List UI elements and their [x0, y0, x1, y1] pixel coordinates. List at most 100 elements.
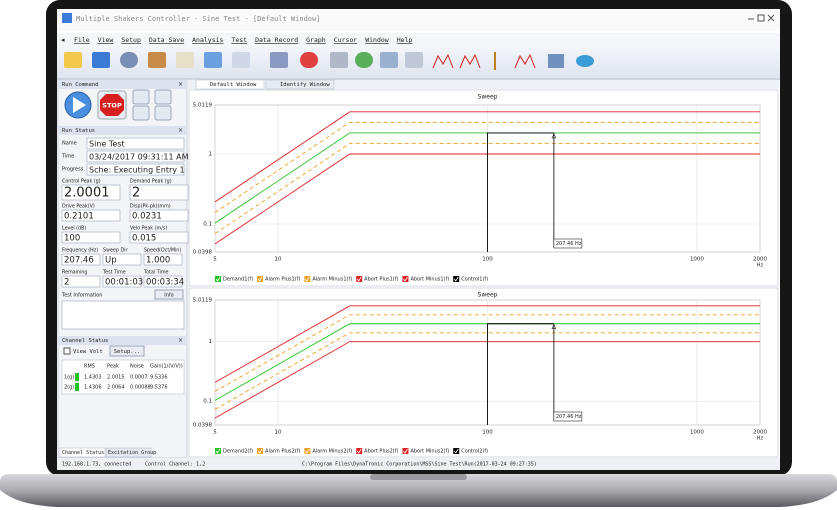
panel-title: Run Command [62, 82, 98, 88]
field-label: Speed(Oct/Min) [144, 248, 181, 254]
view-volt-box[interactable] [63, 347, 71, 355]
value: 2.0001 [64, 186, 110, 201]
channel-name: 2(g) [64, 385, 74, 391]
y-tick-label: 5.0119 [193, 298, 213, 304]
menu-item[interactable]: Analysis [192, 36, 223, 44]
legend-check [356, 448, 362, 454]
stop-label: STOP [102, 102, 122, 110]
legend-label: Alarm Plus1(f) [265, 277, 300, 283]
menu-item[interactable]: View [98, 36, 114, 44]
setup-label: Setup... [114, 349, 141, 355]
menu-item[interactable]: Data Save [149, 36, 184, 44]
value-box [102, 253, 142, 266]
cursor-label: 207.46 Hz [556, 241, 582, 247]
menu-item[interactable]: Graph [306, 36, 326, 44]
value-box [61, 184, 121, 201]
window-controls[interactable] [748, 14, 775, 22]
panel-header [58, 80, 187, 89]
field-label: Sweep Dir [103, 248, 127, 254]
legend-swatch[interactable] [304, 276, 311, 282]
legend-swatch[interactable] [402, 276, 409, 282]
field-label: Demand Peak (g) [130, 179, 172, 185]
panel-header [58, 126, 187, 135]
stop-sign [100, 94, 124, 116]
legend-swatch[interactable] [402, 448, 409, 454]
menu-item[interactable]: Setup [121, 36, 141, 44]
bottom-tab[interactable] [105, 447, 152, 458]
legend-swatch[interactable] [356, 276, 363, 282]
command-button[interactable] [132, 89, 150, 105]
menu-item[interactable]: Window [365, 36, 389, 44]
series-line [214, 153, 760, 245]
series-line [214, 305, 760, 383]
toolbar-icons[interactable] [64, 52, 594, 70]
value-box [129, 231, 189, 244]
command-button[interactable] [154, 105, 172, 121]
menu-item[interactable]: Help [397, 36, 413, 44]
channel-value: 2.0064 [107, 385, 125, 391]
value: 2 [64, 278, 69, 288]
legend-swatch[interactable] [257, 448, 264, 454]
legend-label: Alarm Minus2(f) [312, 449, 352, 455]
window-tab-label: Identify Window [280, 82, 330, 88]
legend-label: Abort Minus1(f) [410, 277, 449, 283]
y-tick-label: 1 [209, 151, 213, 157]
legend-label: Alarm Plus2(f) [265, 449, 300, 455]
value: 1.000 [146, 256, 170, 266]
plot-title: Sweep [478, 292, 498, 299]
value: 0.015 [132, 234, 156, 244]
legend-swatch[interactable] [257, 276, 264, 282]
legend-swatch[interactable] [215, 276, 221, 282]
channel-value: 1.4306 [84, 385, 102, 391]
value-box [129, 209, 189, 222]
x-tick-label: 5 [213, 257, 217, 263]
bottom-tab[interactable] [59, 447, 106, 458]
window-tab[interactable] [195, 79, 265, 90]
menu-item[interactable]: Cursor [334, 36, 358, 44]
legend-swatch[interactable] [453, 448, 460, 454]
window-tab[interactable] [265, 79, 335, 90]
field-label: Remaining [62, 270, 87, 276]
series-line [214, 143, 760, 234]
legend-swatch[interactable] [356, 448, 363, 454]
x-tick-label: 10 [275, 257, 282, 263]
legend-swatch[interactable] [453, 276, 460, 282]
panel-title: Channel Status [62, 338, 108, 344]
y-tick-label: 0.1 [203, 221, 212, 227]
panel-title: Run Status [62, 128, 95, 134]
legend-swatch[interactable] [304, 448, 311, 454]
channel-level [75, 383, 79, 391]
setup-button[interactable] [109, 345, 145, 357]
menu-item[interactable]: Data Record [255, 36, 298, 44]
series-line [214, 121, 760, 213]
y-tick-label: 0.1 [203, 399, 212, 405]
field-label: Time [61, 154, 74, 160]
value-box [143, 275, 183, 288]
x-tick-label: 1000 [690, 430, 704, 436]
channel-value: 0.00088 [130, 385, 151, 391]
view-volt: View Volt [73, 349, 103, 355]
series-line [487, 323, 554, 425]
menu-item[interactable]: File [74, 36, 90, 44]
run-icon [73, 97, 86, 113]
cursor-marker [551, 133, 557, 139]
legend-check [356, 276, 362, 282]
info-button[interactable] [154, 289, 184, 300]
legend-label: Abort Minus2(f) [410, 449, 449, 455]
column-header: Gain(1/(V/V)) [150, 364, 183, 370]
y-tick-label: 0.0398 [193, 423, 213, 429]
field-label: Test Information [61, 293, 102, 299]
legend-swatch[interactable] [215, 448, 221, 454]
x-tick-label: 10 [275, 430, 282, 436]
y-tick-label: 0.0398 [193, 250, 213, 256]
command-button[interactable] [154, 89, 172, 105]
value: 100 [64, 234, 80, 244]
x-tick-label: 2000 [753, 430, 767, 436]
legend-check [403, 276, 408, 282]
info-area [61, 300, 185, 330]
command-button[interactable] [132, 105, 150, 121]
field-label: Name [62, 141, 77, 147]
legend-check [257, 276, 263, 282]
value-box [143, 253, 183, 266]
menu-item[interactable]: Test [231, 36, 247, 44]
